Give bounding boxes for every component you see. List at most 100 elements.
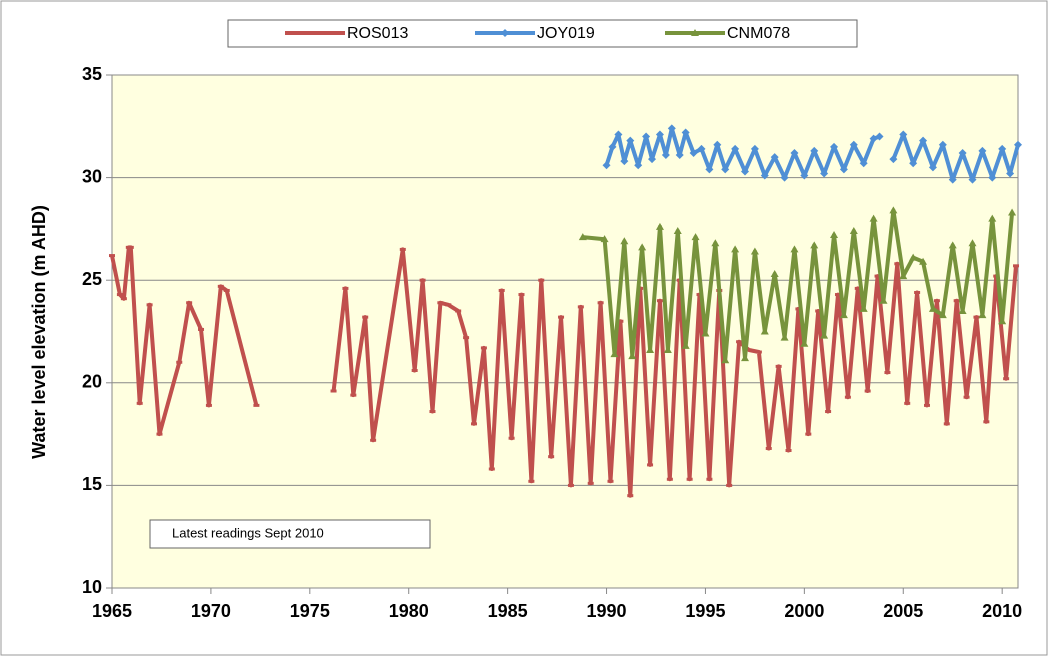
point — [656, 299, 663, 303]
point — [800, 171, 809, 180]
point — [785, 449, 792, 453]
point — [538, 278, 545, 282]
point — [429, 410, 436, 414]
point — [874, 274, 881, 278]
point — [686, 477, 693, 481]
legend-marker — [312, 31, 318, 35]
point — [795, 307, 802, 311]
point — [805, 432, 812, 436]
point — [617, 319, 624, 323]
point — [889, 155, 898, 164]
y-tick-label: 25 — [82, 269, 102, 289]
point — [736, 340, 743, 344]
point — [770, 153, 779, 162]
point — [854, 286, 861, 290]
point — [705, 165, 714, 174]
legend-marker — [691, 29, 699, 36]
point — [626, 136, 635, 145]
point — [445, 303, 452, 307]
point — [820, 169, 829, 178]
point — [689, 148, 698, 157]
point — [663, 345, 672, 353]
point — [463, 336, 470, 340]
point — [988, 173, 997, 182]
x-tick-label: 2000 — [784, 601, 824, 621]
point — [978, 146, 987, 155]
point — [330, 389, 337, 393]
point — [634, 161, 643, 170]
point — [701, 329, 710, 337]
point — [810, 241, 819, 249]
point — [800, 339, 809, 347]
point — [620, 237, 629, 245]
point — [608, 142, 617, 151]
point — [750, 247, 759, 255]
point — [909, 253, 918, 261]
point — [830, 142, 839, 151]
point — [745, 348, 752, 352]
point — [437, 301, 444, 305]
point — [830, 231, 839, 239]
point — [673, 226, 682, 234]
point — [839, 311, 848, 319]
point — [646, 345, 655, 353]
point — [667, 124, 676, 133]
point — [948, 241, 957, 249]
point — [899, 130, 908, 139]
legend-label: ROS013 — [347, 25, 408, 42]
y-axis-label: Water level elevation (m AHD) — [29, 205, 49, 459]
point — [943, 422, 950, 426]
point — [713, 140, 722, 149]
point — [875, 132, 884, 141]
point — [760, 171, 769, 180]
point — [648, 155, 657, 164]
point — [628, 352, 637, 360]
x-tick-label: 1985 — [488, 601, 528, 621]
x-tick-label: 1980 — [389, 601, 429, 621]
point — [919, 257, 928, 265]
point — [988, 214, 997, 222]
x-tick-label: 2010 — [982, 601, 1022, 621]
annotation-box — [149, 519, 431, 549]
point — [755, 350, 762, 354]
point — [810, 146, 819, 155]
point — [711, 239, 720, 247]
point — [1003, 377, 1010, 381]
point — [558, 315, 565, 319]
point — [578, 233, 587, 241]
point — [909, 159, 918, 168]
point — [825, 410, 832, 414]
point — [610, 350, 619, 358]
point — [790, 245, 799, 253]
point — [834, 293, 841, 297]
point — [721, 356, 730, 364]
annotation: Latest readings Sept 2010 — [172, 525, 324, 540]
point — [919, 136, 928, 145]
point — [176, 360, 183, 364]
point — [973, 315, 980, 319]
point — [198, 327, 205, 331]
point — [675, 151, 684, 160]
point — [1014, 140, 1022, 149]
point — [518, 293, 525, 297]
point — [681, 128, 690, 137]
point — [998, 144, 1007, 153]
point — [655, 130, 664, 139]
point — [1013, 264, 1020, 268]
point — [889, 206, 898, 214]
point — [780, 333, 789, 341]
point — [760, 327, 769, 335]
point — [849, 140, 858, 149]
point — [953, 299, 960, 303]
point — [127, 245, 134, 249]
x-tick-label: 1970 — [191, 601, 231, 621]
point — [116, 293, 123, 297]
point — [528, 479, 535, 483]
point — [600, 235, 609, 243]
point — [691, 233, 700, 241]
point — [109, 254, 115, 258]
point — [399, 247, 406, 251]
point — [968, 175, 977, 184]
point — [706, 477, 713, 481]
point — [775, 364, 782, 368]
